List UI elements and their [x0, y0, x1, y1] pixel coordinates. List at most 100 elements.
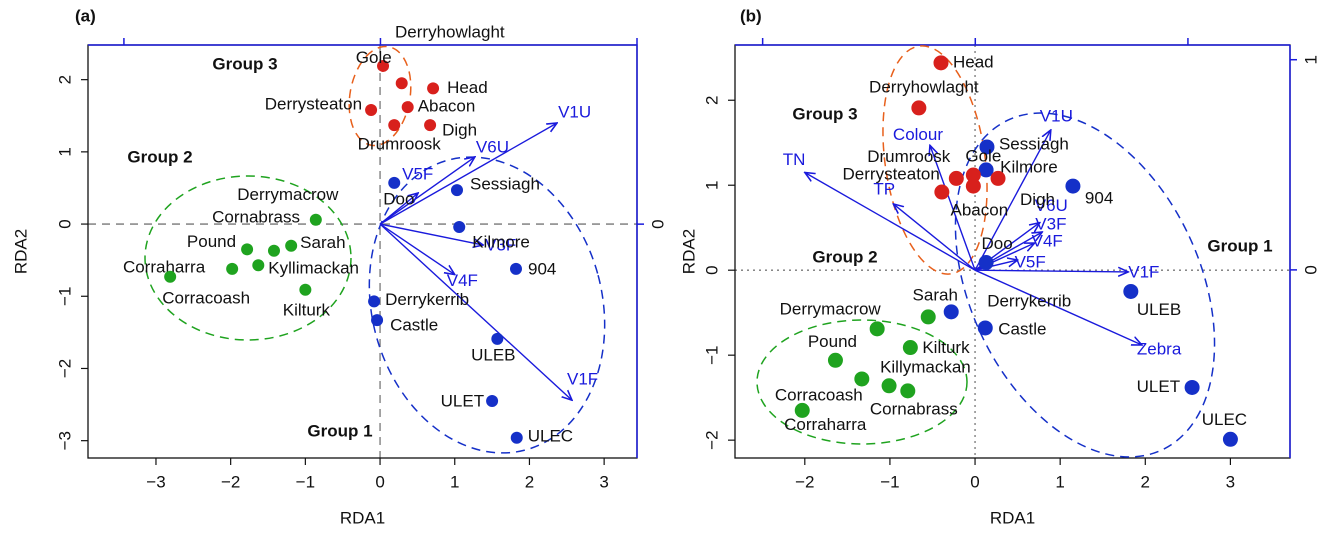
site-point	[252, 259, 265, 272]
env-vector	[974, 269, 1142, 345]
site-point	[365, 103, 378, 116]
site-point	[377, 59, 390, 72]
panel-title: (b)	[740, 6, 762, 25]
vector-label: TN	[783, 150, 806, 169]
group-ellipse	[954, 112, 1216, 458]
right-tick-label: 0	[648, 219, 667, 228]
site-point	[388, 176, 401, 189]
site-label: Derrykerrib	[385, 290, 469, 309]
x-tick-label: −2	[221, 472, 240, 491]
vector-label: V4F	[447, 271, 478, 290]
vector-label: V3F	[485, 235, 516, 254]
site-point	[854, 371, 870, 387]
vector-label: V4F	[1032, 231, 1063, 250]
site-label: Corracoash	[775, 385, 863, 404]
site-point	[309, 213, 322, 226]
site-point	[241, 243, 254, 256]
x-tick-label: 1	[450, 472, 459, 491]
site-point	[486, 394, 499, 407]
group-ellipse	[756, 319, 968, 445]
x-tick-label: −1	[880, 472, 899, 491]
x-tick-label: 0	[375, 472, 384, 491]
x-tick-label: 0	[970, 472, 979, 491]
x-axis-label: RDA1	[990, 508, 1035, 527]
site-point	[453, 220, 466, 233]
site-label: Cornabrass	[212, 207, 300, 226]
group-ellipse	[348, 45, 412, 147]
y-tick-label: 1	[702, 180, 721, 189]
site-point	[226, 262, 239, 275]
site-label: Kilmore	[472, 232, 530, 251]
site-label: Sessiagh	[470, 175, 540, 194]
env-vector	[379, 223, 483, 245]
site-label: Digh	[1020, 190, 1055, 209]
vector-label: V5F	[402, 165, 433, 184]
site-point	[933, 55, 949, 71]
x-tick-label: −3	[146, 472, 165, 491]
env-vector	[805, 172, 976, 271]
site-label: Abacon	[418, 97, 476, 116]
env-vector	[379, 157, 475, 225]
group-label: Group 2	[812, 247, 877, 266]
site-label: Pound	[808, 332, 857, 351]
y-tick-label: −1	[702, 345, 721, 364]
site-label: Derrysteaton	[265, 94, 362, 113]
site-label: ULEC	[528, 426, 573, 445]
group-label: Group 3	[792, 104, 857, 123]
y-tick-label: 0	[55, 219, 74, 228]
env-vector	[379, 223, 455, 275]
site-point	[1184, 379, 1200, 395]
site-label: Head	[953, 52, 994, 71]
site-label: ULET	[441, 391, 484, 410]
site-point	[965, 178, 981, 194]
y-tick-label: −2	[55, 359, 74, 378]
site-label: Abacon	[951, 201, 1009, 220]
env-vector	[893, 204, 976, 271]
x-tick-label: 2	[1141, 472, 1150, 491]
x-tick-label: 1	[1055, 472, 1064, 491]
site-label: ULEC	[1202, 410, 1247, 429]
site-label: Cornabrass	[870, 399, 958, 418]
right-tick-label: 1	[1301, 55, 1320, 64]
x-tick-label: 3	[599, 472, 608, 491]
site-label: Derrykerrib	[987, 291, 1071, 310]
y-tick-label: 0	[702, 265, 721, 274]
site-label: Kilturk	[922, 338, 970, 357]
group-label: Group 1	[307, 421, 372, 440]
vector-label: V1F	[567, 370, 598, 389]
site-point	[299, 283, 312, 296]
site-label: Corracoash	[162, 288, 250, 307]
site-label: Corraharra	[784, 415, 867, 434]
vector-label: V1U	[558, 102, 591, 121]
group-label: Group 2	[127, 147, 192, 166]
x-tick-label: 2	[525, 472, 534, 491]
env-vector	[975, 270, 1128, 272]
site-point	[450, 184, 463, 197]
site-label: Killymackan	[880, 357, 971, 376]
site-label: Sessiagh	[999, 134, 1069, 153]
site-point	[979, 139, 995, 155]
vector-label: V3F	[1035, 214, 1066, 233]
site-label: Gole	[965, 147, 1001, 166]
site-point	[285, 239, 298, 252]
site-point	[948, 170, 964, 186]
env-vector	[974, 130, 1051, 271]
site-label: 904	[528, 259, 556, 278]
site-point	[388, 119, 401, 132]
site-label: Castle	[998, 319, 1046, 338]
site-label: Drumroosk	[358, 135, 442, 154]
site-point	[401, 101, 414, 114]
site-point	[827, 352, 843, 368]
site-label: Sarah	[300, 233, 345, 252]
site-label: Doo	[982, 234, 1013, 253]
site-point	[990, 170, 1006, 186]
site-label: Sarah	[913, 285, 958, 304]
site-label: Kilmore	[1000, 157, 1058, 176]
site-point	[267, 244, 280, 257]
site-point	[794, 402, 810, 418]
panel-title: (a)	[75, 6, 96, 25]
site-point	[368, 295, 381, 308]
site-label: Derrymacrow	[780, 299, 882, 318]
env-vector	[379, 193, 418, 225]
